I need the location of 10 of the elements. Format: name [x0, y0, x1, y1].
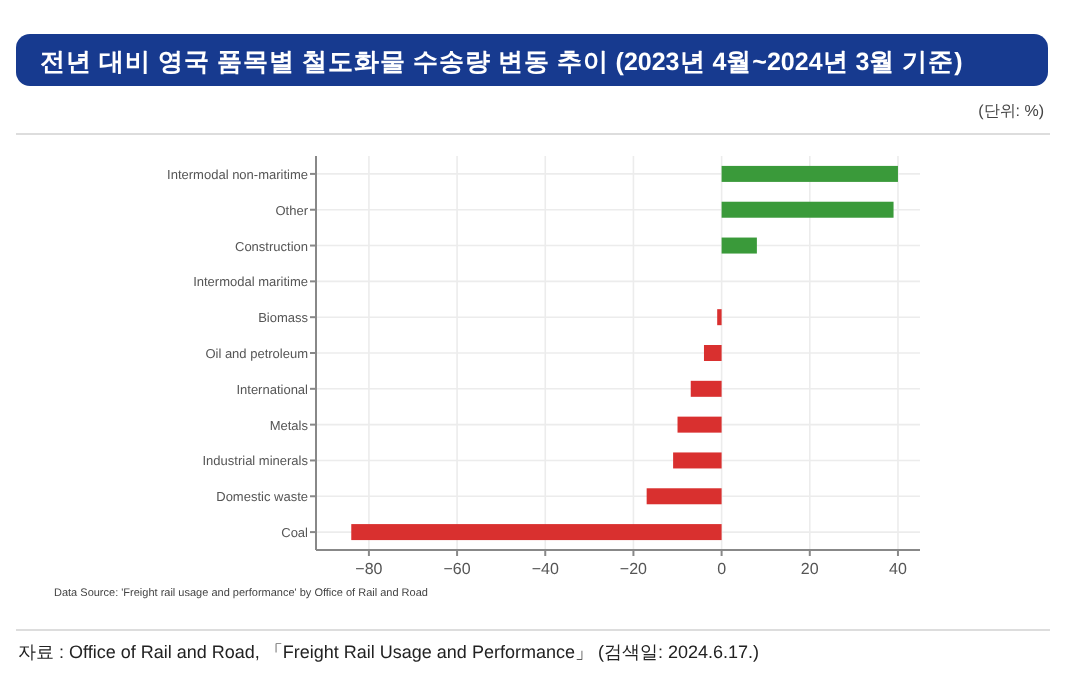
x-tick-label: 20	[800, 560, 820, 578]
chart-title: 전년 대비 영국 품목별 철도화물 수송량 변동 추이 (2023년 4월~2024년 3월 기준)	[40, 48, 963, 76]
text: 자료 : Office of Rail and Road, 「Freight Rail Usage and Performance」 (검색일: 2024.6.17.)	[18, 642, 759, 662]
x-tick-label: −60	[443, 560, 472, 578]
x-tick-label: 0	[717, 560, 728, 578]
x-tick-label: 40	[889, 560, 908, 578]
x-tick-label: −20	[619, 560, 649, 578]
x-tick-label: −40	[531, 560, 560, 578]
text: (단위: %)	[978, 102, 1045, 120]
x-tick-label: −80	[355, 560, 384, 578]
